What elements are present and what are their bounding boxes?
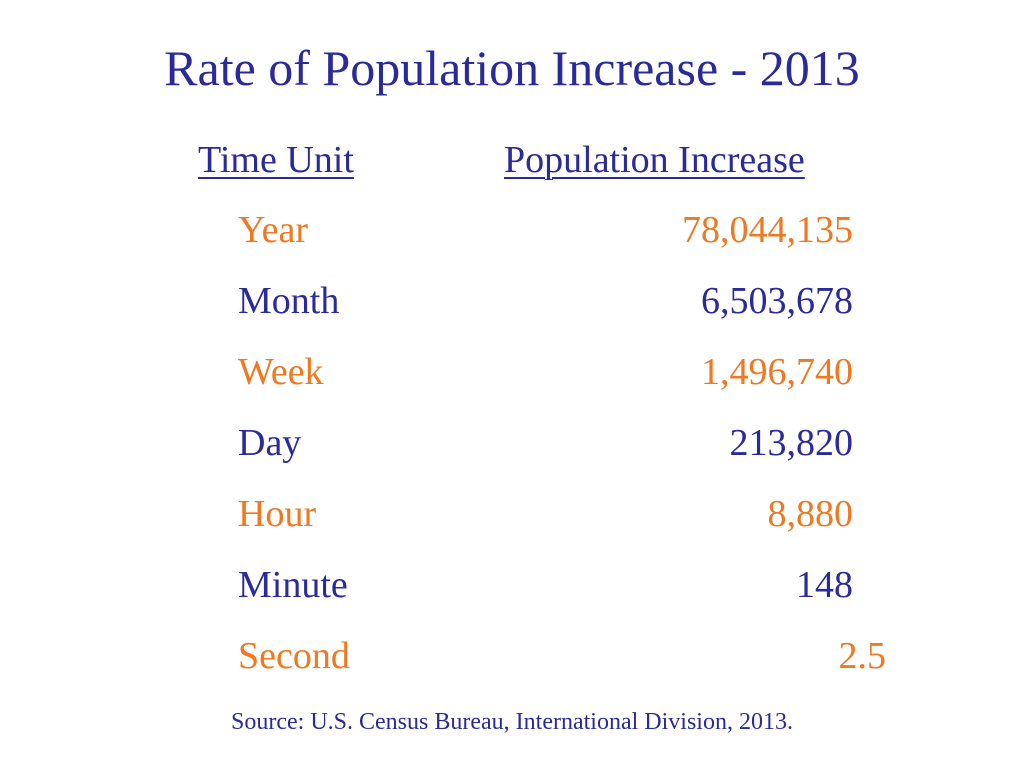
column-header-population-increase: Population Increase	[504, 139, 805, 181]
table-row: Week 1,496,740	[0, 350, 1024, 394]
slide-title: Rate of Population Increase - 2013	[164, 40, 860, 96]
table-row: Month 6,503,678	[0, 279, 1024, 323]
population-increase-value: 2.5	[838, 635, 887, 677]
population-increase-value: 8,880	[767, 493, 854, 535]
time-unit-label: Month	[238, 280, 340, 322]
population-increase-value: 1,496,740	[701, 351, 853, 393]
table-row: Hour 8,880	[0, 492, 1024, 536]
population-increase-value: 148	[796, 564, 853, 606]
table-row: Second 2.5	[0, 634, 1024, 678]
source-citation: Source: U.S. Census Bureau, Internationa…	[231, 709, 793, 735]
table-row: Day 213,820	[0, 421, 1024, 465]
time-unit-label: Week	[238, 351, 324, 393]
population-increase-value: 78,044,135	[682, 209, 853, 251]
time-unit-label: Hour	[238, 493, 317, 535]
table-row: Minute 148	[0, 563, 1024, 607]
time-unit-label: Second	[238, 635, 350, 677]
table-row: Year 78,044,135	[0, 208, 1024, 252]
time-unit-label: Year	[238, 209, 309, 251]
population-increase-value: 6,503,678	[701, 280, 853, 322]
time-unit-label: Day	[238, 422, 302, 464]
time-unit-label: Minute	[238, 564, 348, 606]
column-header-time-unit: Time Unit	[198, 139, 354, 181]
population-increase-value: 213,820	[729, 422, 854, 464]
